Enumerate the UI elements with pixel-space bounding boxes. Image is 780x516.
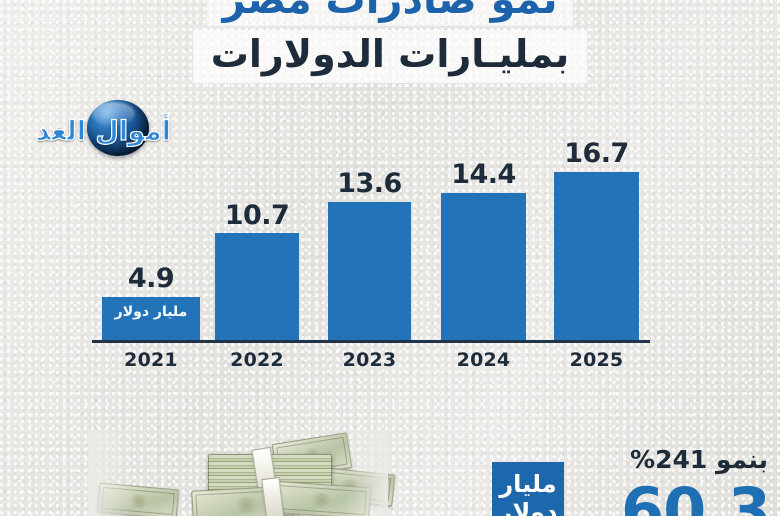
- bar-category-2024: 2024: [456, 349, 511, 371]
- page-title: نمو صادرات مصر: [206, 0, 574, 26]
- unit-badge: مليار دولار: [492, 462, 564, 516]
- bar-2023: [328, 202, 411, 340]
- bar-category-2022: 2022: [230, 349, 284, 371]
- headline-main-container: نمو صادرات مصر: [0, 0, 780, 26]
- bar-2025: [554, 172, 639, 340]
- bar-category-2023: 2023: [342, 349, 397, 371]
- bar-value-2023: 13.6: [337, 168, 402, 199]
- bill-portrait-oval: [232, 496, 260, 514]
- bar-value-2024: 14.4: [451, 159, 516, 190]
- bar-value-2025: 16.7: [564, 138, 629, 169]
- chart-baseline-axis: [92, 340, 650, 343]
- bar-unit-note-2021: مليار دولار: [114, 304, 188, 320]
- bar-category-2021: 2021: [124, 349, 178, 371]
- bill-portrait-oval: [308, 492, 335, 509]
- bill-portrait-oval: [128, 493, 150, 509]
- bar-value-2022: 10.7: [224, 200, 290, 231]
- cash-stack-image: [88, 430, 396, 516]
- brand-logo[interactable]: أموال الغد: [35, 100, 172, 166]
- page-subtitle: بمليـارات الدولارات: [192, 30, 588, 83]
- bar-2022: [215, 233, 299, 340]
- bar-category-2025: 2025: [569, 349, 624, 371]
- bar-value-2021: 4.9: [127, 263, 175, 294]
- dollar-bill: [271, 480, 371, 516]
- growth-rate-label: بنمو 241%: [630, 445, 768, 474]
- bar-2024: [441, 193, 526, 340]
- brand-logo-label: أموال الغد: [35, 116, 171, 147]
- unit-badge-line-2: دولار: [498, 498, 558, 516]
- globe-icon: [87, 100, 149, 156]
- total-value-number: 60.3: [621, 474, 771, 516]
- bar-2021: [102, 297, 200, 340]
- headline-sub-container: بمليـارات الدولارات: [0, 30, 780, 83]
- dollar-bill: [96, 482, 180, 516]
- unit-badge-line-1: مليار: [499, 470, 557, 498]
